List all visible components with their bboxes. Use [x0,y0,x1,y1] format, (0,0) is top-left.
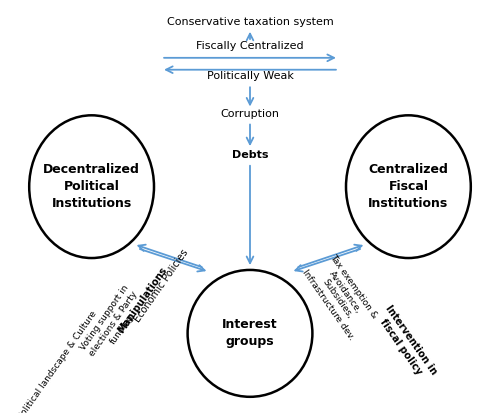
Text: Intervention in
fiscal policy: Intervention in fiscal policy [374,304,438,383]
Text: Interest
groups: Interest groups [222,318,278,349]
Ellipse shape [29,115,154,258]
Text: Manipulations: Manipulations [116,265,168,335]
Text: Corruption: Corruption [220,109,280,119]
Text: Decentralized
Political
Institutions: Decentralized Political Institutions [43,163,140,210]
Text: Voting support in
elections & Party
funding: Voting support in elections & Party fund… [79,283,148,364]
Text: Debts: Debts [232,150,268,160]
Text: Political landscape & Culture: Political landscape & Culture [17,309,99,413]
Ellipse shape [188,270,312,397]
Text: Economic Policies: Economic Policies [132,247,190,324]
Ellipse shape [346,115,471,258]
Text: Tax exemption &
Avoidance,
Subsidies,
Infrastructure dev.: Tax exemption & Avoidance, Subsidies, In… [300,250,382,342]
Text: Politically Weak: Politically Weak [206,71,294,81]
Text: Centralized
Fiscal
Institutions: Centralized Fiscal Institutions [368,163,448,210]
Text: Fiscally Centralized: Fiscally Centralized [196,41,304,51]
Text: Conservative taxation system: Conservative taxation system [166,17,334,27]
